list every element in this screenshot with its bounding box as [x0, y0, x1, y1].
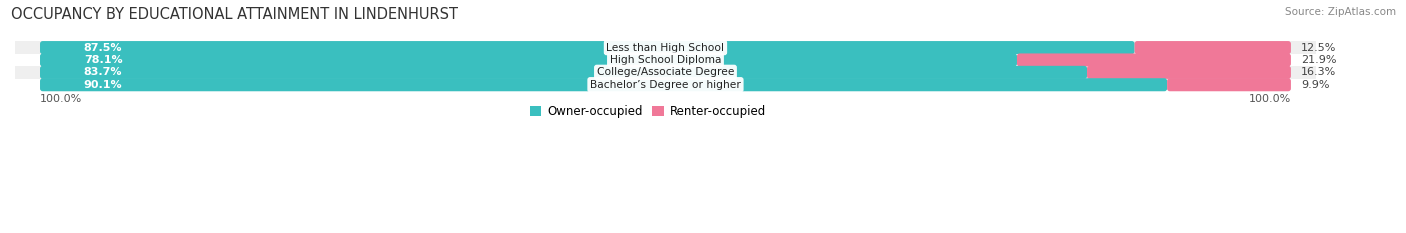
Bar: [15, 66, 1316, 79]
FancyBboxPatch shape: [39, 53, 1017, 66]
Text: 100.0%: 100.0%: [39, 94, 83, 104]
Text: 21.9%: 21.9%: [1301, 55, 1337, 65]
Text: Less than High School: Less than High School: [606, 43, 724, 53]
Text: 83.7%: 83.7%: [84, 67, 122, 77]
Text: 9.9%: 9.9%: [1301, 80, 1330, 90]
Text: High School Diploma: High School Diploma: [610, 55, 721, 65]
Text: 87.5%: 87.5%: [84, 43, 122, 53]
Text: Source: ZipAtlas.com: Source: ZipAtlas.com: [1285, 7, 1396, 17]
FancyBboxPatch shape: [1087, 66, 1291, 79]
Text: 16.3%: 16.3%: [1301, 67, 1336, 77]
FancyBboxPatch shape: [1167, 78, 1291, 91]
Text: 90.1%: 90.1%: [84, 80, 122, 90]
Text: 100.0%: 100.0%: [1249, 94, 1291, 104]
Bar: [15, 79, 1316, 91]
FancyBboxPatch shape: [39, 78, 1167, 91]
FancyBboxPatch shape: [1135, 41, 1291, 54]
Text: 12.5%: 12.5%: [1301, 43, 1336, 53]
Text: OCCUPANCY BY EDUCATIONAL ATTAINMENT IN LINDENHURST: OCCUPANCY BY EDUCATIONAL ATTAINMENT IN L…: [11, 7, 458, 22]
Text: 78.1%: 78.1%: [84, 55, 122, 65]
Legend: Owner-occupied, Renter-occupied: Owner-occupied, Renter-occupied: [524, 100, 770, 123]
FancyBboxPatch shape: [39, 66, 1087, 79]
Bar: [15, 41, 1316, 54]
Bar: [15, 54, 1316, 66]
FancyBboxPatch shape: [1017, 53, 1291, 66]
Text: College/Associate Degree: College/Associate Degree: [596, 67, 734, 77]
FancyBboxPatch shape: [39, 41, 1135, 54]
Text: Bachelor’s Degree or higher: Bachelor’s Degree or higher: [591, 80, 741, 90]
